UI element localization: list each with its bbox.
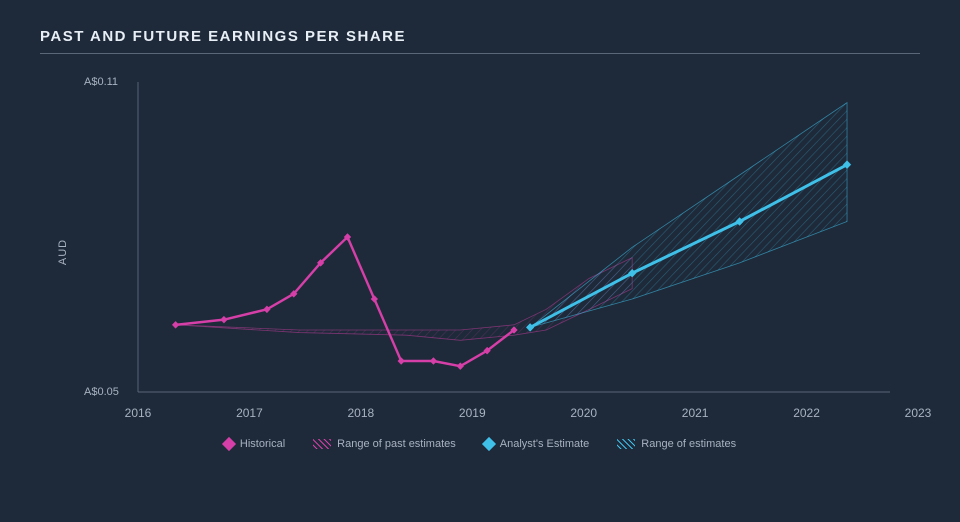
x-tick-label: 2018: [347, 406, 374, 420]
legend-diamond-icon: [222, 437, 236, 451]
chart-area: AUD A$0.05A$0.11201620172018201920202021…: [68, 72, 920, 432]
x-tick-label: 2022: [793, 406, 820, 420]
estimate-line: [530, 165, 847, 328]
chart-title: PAST AND FUTURE EARNINGS PER SHARE: [40, 28, 920, 45]
y-tick-label: A$0.05: [84, 386, 119, 398]
historical-marker: [221, 316, 228, 323]
legend-item: Range of estimates: [617, 438, 736, 450]
x-tick-label: 2019: [459, 406, 486, 420]
x-tick-label: 2023: [905, 406, 932, 420]
historical-line: [176, 237, 514, 366]
legend-label: Analyst's Estimate: [500, 438, 590, 450]
x-tick-label: 2017: [236, 406, 263, 420]
x-tick-label: 2020: [570, 406, 597, 420]
y-tick-label: A$0.11: [84, 76, 118, 88]
legend-label: Range of estimates: [641, 438, 736, 450]
legend-label: Historical: [240, 438, 285, 450]
legend-hatch-icon: [313, 439, 331, 449]
plot-area: [138, 82, 890, 392]
x-tick-label: 2021: [682, 406, 709, 420]
legend-item: Analyst's Estimate: [484, 438, 590, 450]
legend-item: Historical: [224, 438, 285, 450]
legend-hatch-icon: [617, 439, 635, 449]
x-tick-label: 2016: [125, 406, 152, 420]
legend-item: Range of past estimates: [313, 438, 456, 450]
historical-marker: [430, 358, 437, 365]
legend: Historical Range of past estimates Analyst…: [40, 438, 920, 450]
plot-svg: [138, 82, 890, 392]
historical-marker: [172, 321, 179, 328]
legend-label: Range of past estimates: [337, 438, 456, 450]
future-range-area: [530, 103, 847, 328]
title-underline: [40, 53, 920, 54]
y-axis-label: AUD: [57, 239, 69, 265]
chart-container: PAST AND FUTURE EARNINGS PER SHARE AUD A…: [0, 0, 960, 522]
legend-diamond-icon: [482, 437, 496, 451]
